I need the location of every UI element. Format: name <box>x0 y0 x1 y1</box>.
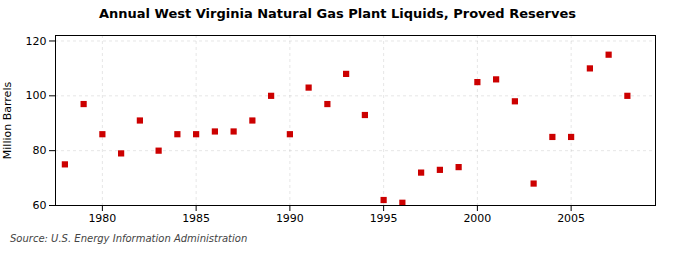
svg-text:1980: 1980 <box>88 212 116 225</box>
svg-text:1985: 1985 <box>182 212 210 225</box>
html-text:Annual West Virginia Natural G: Annual West Virginia Natural Gas Plant L… <box>99 6 576 21</box>
svg-text:100: 100 <box>26 89 47 102</box>
svg-text:120: 120 <box>26 35 47 48</box>
svg-text:Million Barrels: Million Barrels <box>1 82 14 160</box>
svg-text:2005: 2005 <box>557 212 585 225</box>
svg-text:1990: 1990 <box>276 212 304 225</box>
svg-text:60: 60 <box>33 199 47 212</box>
svg-text:2000: 2000 <box>463 212 491 225</box>
svg-text:80: 80 <box>33 144 47 157</box>
html-text:Source: U.S. Energy Informatio: Source: U.S. Energy Information Administ… <box>10 233 248 244</box>
svg-text:1995: 1995 <box>370 212 398 225</box>
